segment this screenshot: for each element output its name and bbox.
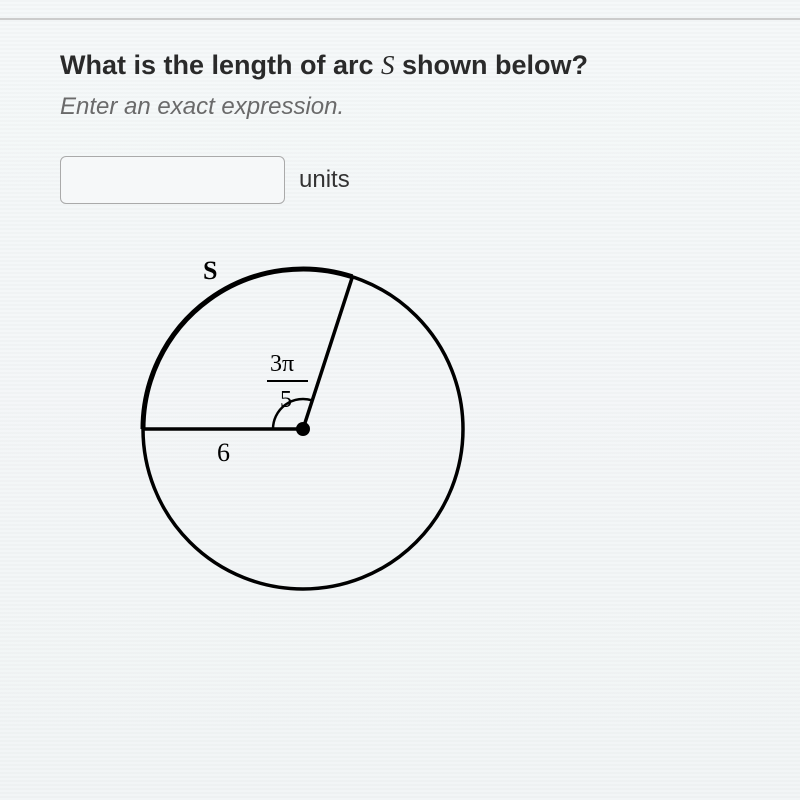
title-suffix: shown below? (395, 50, 589, 80)
question-title: What is the length of arc S shown below? (60, 50, 740, 81)
center-dot (296, 422, 310, 436)
units-label: units (299, 166, 350, 194)
title-variable: S (381, 50, 395, 80)
content-area: What is the length of arc S shown below?… (60, 50, 740, 619)
arc-label: S (203, 256, 217, 285)
diagram-svg: S 6 3π 5 (115, 249, 515, 619)
fraction-numerator: 3π (270, 351, 294, 377)
arc-s (143, 269, 352, 429)
radius-up (303, 277, 352, 429)
radius-label: 6 (217, 438, 230, 467)
title-prefix: What is the length of arc (60, 50, 381, 80)
answer-row: units (60, 156, 740, 204)
question-subtitle: Enter an exact expression. (60, 93, 740, 121)
answer-input[interactable] (60, 156, 285, 204)
separator-line (0, 18, 800, 20)
circle-diagram: S 6 3π 5 (115, 249, 740, 619)
fraction-denominator: 5 (280, 387, 292, 413)
angle-fraction: 3π 5 (267, 351, 308, 413)
